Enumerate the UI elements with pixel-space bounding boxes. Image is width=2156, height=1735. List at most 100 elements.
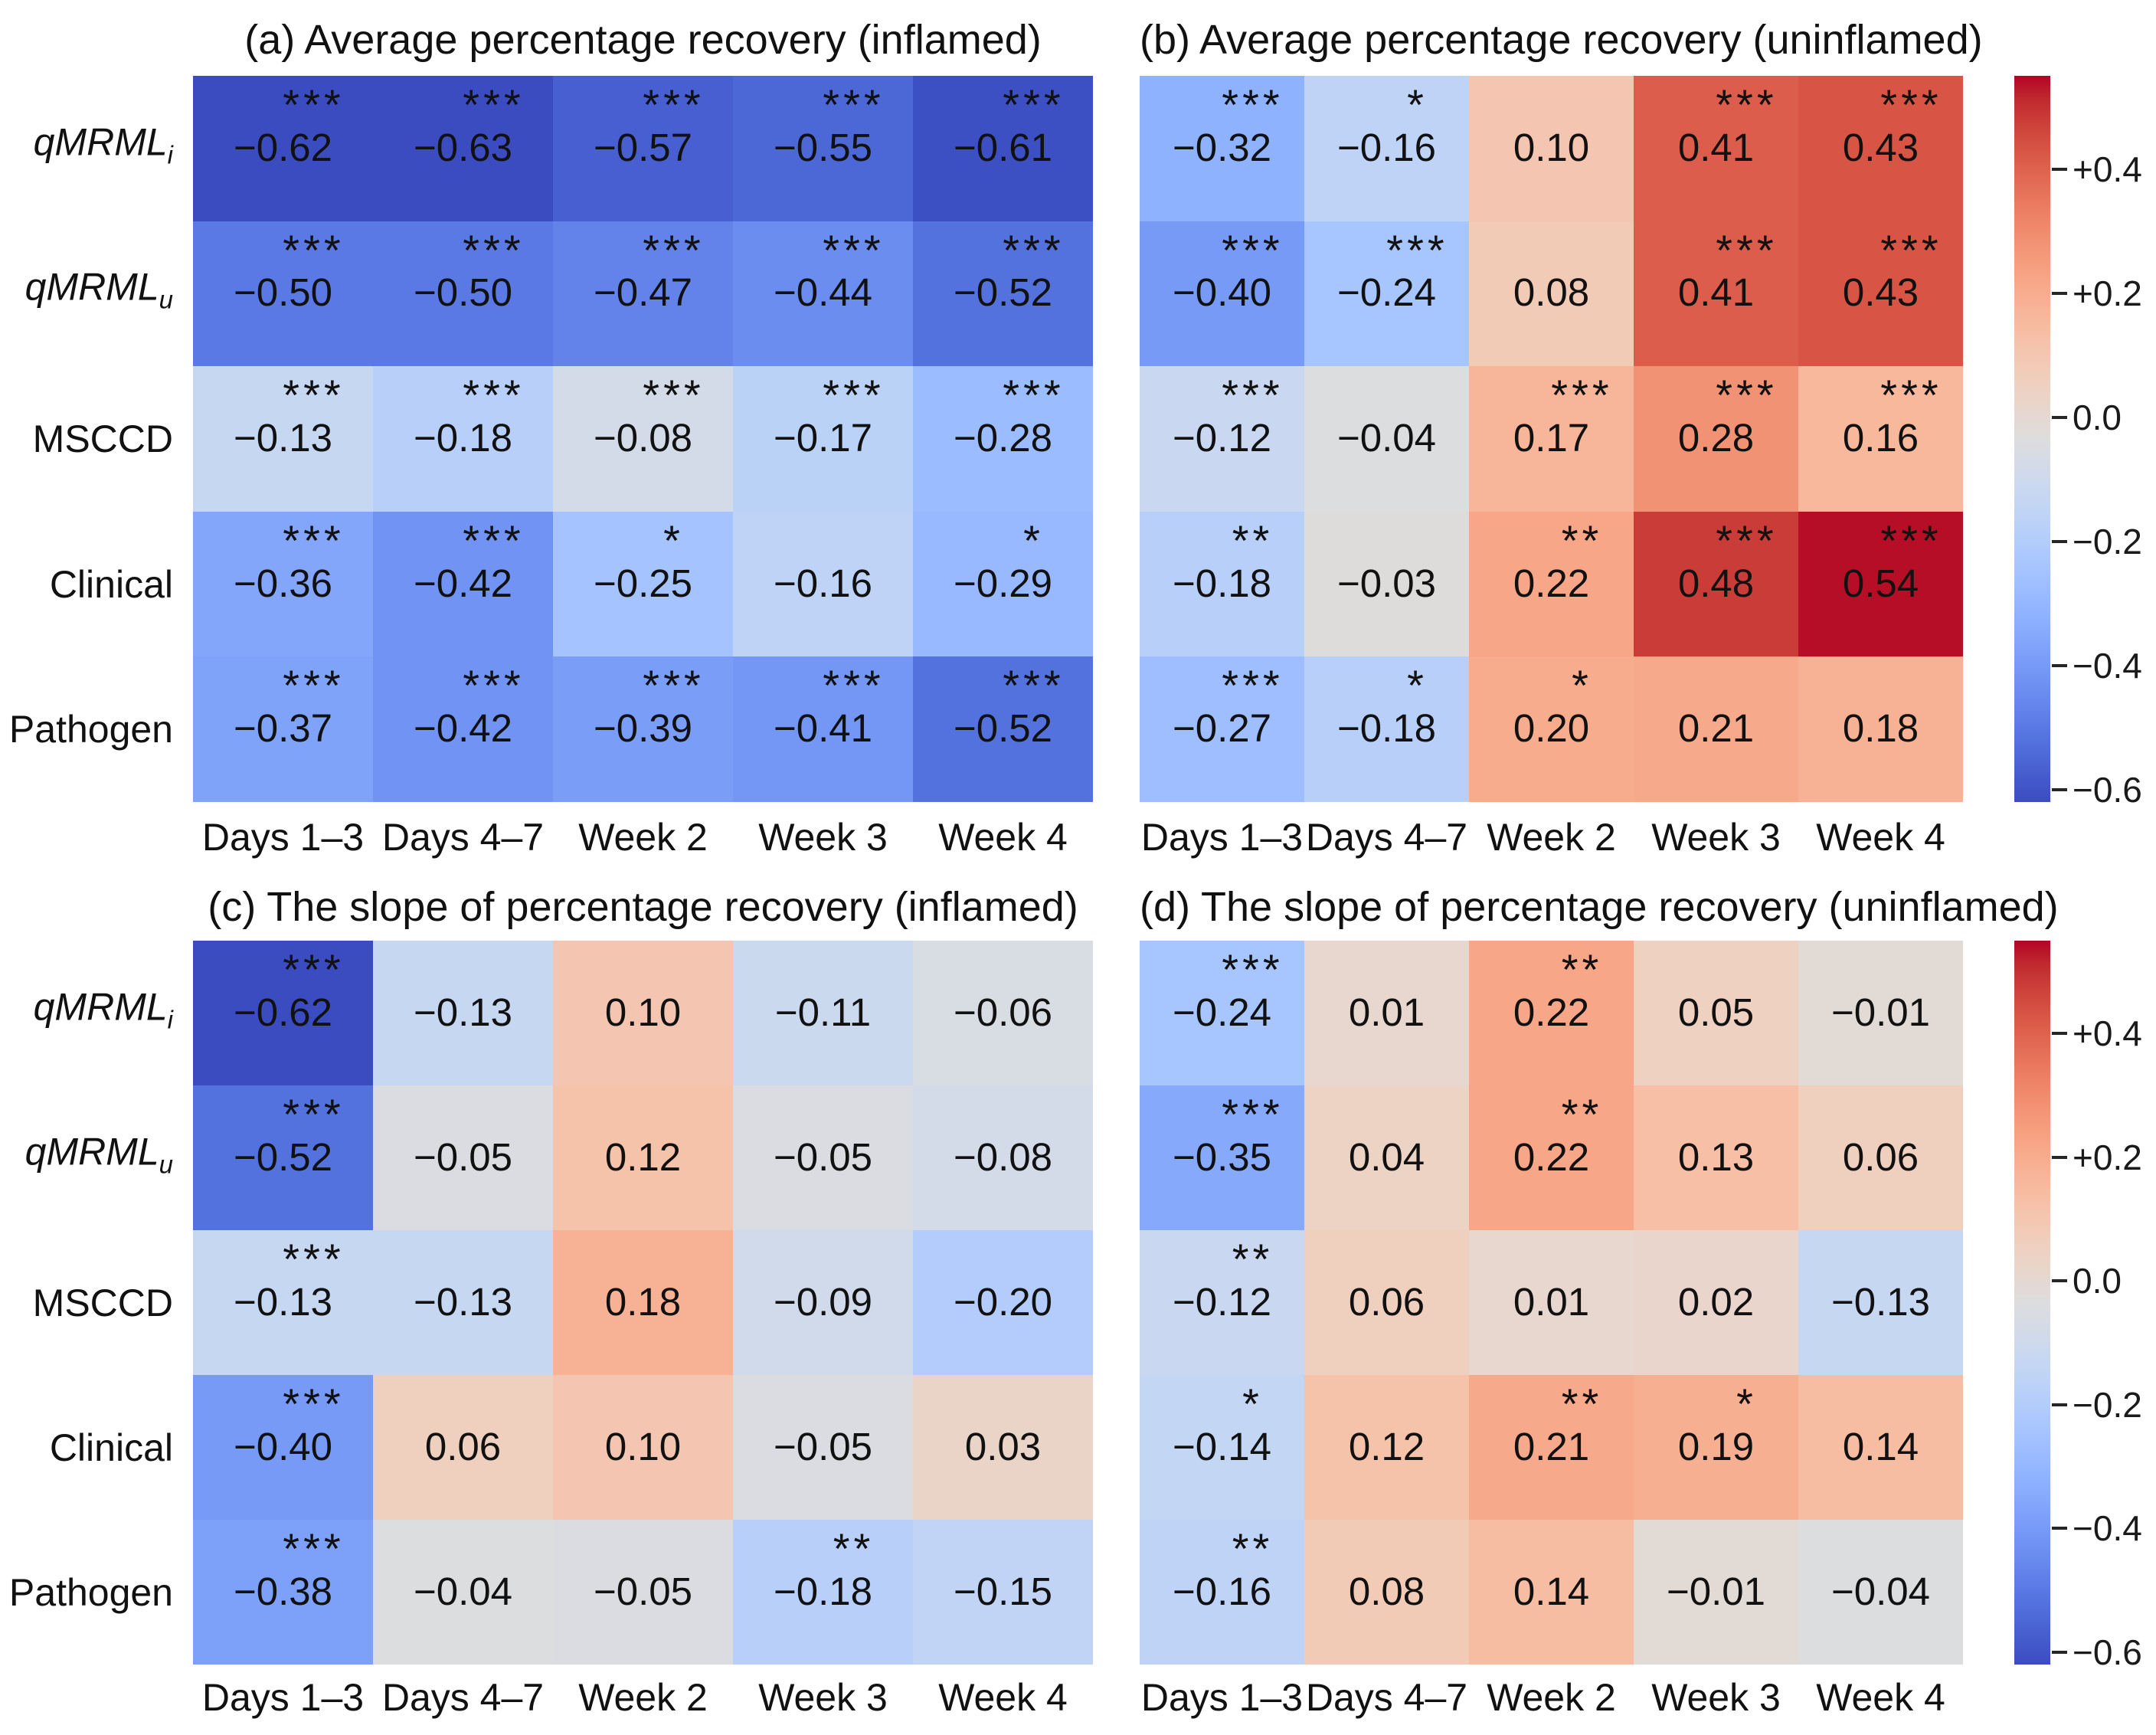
significance-stars: *	[1242, 1380, 1263, 1428]
heatmap-cell-d-r2-c0: ** −0.12	[1140, 1230, 1304, 1375]
cell-value: 0.08	[1513, 270, 1590, 315]
heatmap-cell-c-r1-c2: 0.12	[553, 1085, 733, 1230]
cell-value: −0.06	[953, 990, 1053, 1034]
colorbar-tick	[2052, 1650, 2067, 1654]
colorbar-tick-label: −0.6	[2073, 1632, 2142, 1672]
cell-value: 0.01	[1348, 990, 1425, 1034]
heatmap-cell-a-r0-c0: *** −0.62	[193, 76, 373, 221]
cell-value: −0.18	[1172, 561, 1272, 605]
cell-value: −0.05	[773, 1424, 873, 1468]
heatmap-cell-b-r1-c4: *** 0.43	[1798, 221, 1963, 367]
cell-value: 0.04	[1348, 1134, 1425, 1179]
significance-stars: ***	[1880, 516, 1942, 565]
colorbar-tick-label: −0.2	[2073, 521, 2142, 561]
colorbar-tick-label: +0.2	[2073, 1137, 2142, 1177]
heatmap-cell-d-r0-c3: 0.05	[1634, 941, 1798, 1085]
significance-stars: ***	[643, 80, 705, 129]
heatmap-cell-a-r1-c4: *** −0.52	[913, 221, 1093, 367]
cell-value: 0.18	[604, 1279, 682, 1324]
row-label-qmrmli: qMRMLi	[33, 120, 173, 169]
significance-stars: ***	[463, 371, 525, 420]
column-label: Week 4	[1816, 816, 1945, 859]
panel-b-title: (b) Average percentage recovery (uninfla…	[1140, 17, 1983, 63]
cell-value: −0.12	[1172, 1279, 1272, 1324]
column-label: Week 3	[758, 1676, 888, 1719]
row-label-qmrmlu: qMRMLu	[25, 265, 173, 314]
cell-value: −0.50	[413, 270, 513, 315]
heatmap-cell-b-r0-c0: *** −0.32	[1140, 76, 1304, 221]
row-label-qmrmli: qMRMLi	[33, 985, 173, 1033]
colorbar-tick	[2052, 1155, 2067, 1159]
cell-value: −0.01	[1830, 990, 1931, 1034]
heatmap-cell-d-r2-c2: 0.01	[1469, 1230, 1634, 1375]
cell-value: −0.40	[1172, 270, 1272, 315]
cell-value: −0.16	[773, 561, 873, 605]
cell-value: −0.13	[413, 1279, 513, 1324]
heatmap-cell-c-r1-c3: −0.05	[733, 1085, 913, 1230]
colorbar-tick-label: −0.4	[2073, 1508, 2142, 1549]
heatmap-cell-b-r4-c4: 0.18	[1798, 656, 1963, 802]
significance-stars: ***	[643, 661, 705, 710]
cell-value: 0.43	[1842, 125, 1919, 169]
heatmap-cell-b-r1-c1: *** −0.24	[1304, 221, 1469, 367]
significance-stars: **	[1561, 1380, 1603, 1428]
cell-value: −0.13	[1830, 1279, 1931, 1324]
heatmap-cell-a-r1-c0: *** −0.50	[193, 221, 373, 367]
heatmap-cell-d-r3-c4: 0.14	[1798, 1375, 1963, 1520]
heatmap-cell-c-r3-c0: *** −0.40	[193, 1375, 373, 1520]
heatmap-cell-d-r1-c4: 0.06	[1798, 1085, 1963, 1230]
colorbar-tick-label: 0.0	[2073, 397, 2122, 437]
cell-value: −0.32	[1172, 125, 1272, 169]
heatmap-cell-d-r2-c4: −0.13	[1798, 1230, 1963, 1375]
significance-stars: ***	[1222, 661, 1284, 710]
cell-value: −0.28	[953, 415, 1053, 460]
significance-stars: ***	[1716, 371, 1778, 420]
cell-value: −0.41	[773, 706, 873, 751]
panel-c-title: (c) The slope of percentage recovery (in…	[208, 884, 1078, 930]
cell-value: −0.13	[413, 990, 513, 1034]
heatmap-cell-d-r4-c2: 0.14	[1469, 1520, 1634, 1665]
heatmap-cell-a-r3-c4: * −0.29	[913, 511, 1093, 657]
cell-value: −0.52	[953, 270, 1053, 315]
heatmap-cell-c-r0-c3: −0.11	[733, 941, 913, 1085]
cell-value: 0.21	[1513, 1424, 1590, 1468]
heatmap-cell-c-r3-c4: 0.03	[913, 1375, 1093, 1520]
cell-value: −0.44	[773, 270, 873, 315]
heatmap-cell-d-r1-c1: 0.04	[1304, 1085, 1469, 1230]
significance-stars: *	[1572, 661, 1592, 710]
cell-value: −0.52	[953, 706, 1053, 751]
heatmap-cell-a-r2-c1: *** −0.18	[373, 366, 553, 512]
significance-stars: ***	[283, 80, 345, 129]
heatmap-cell-d-r3-c1: 0.12	[1304, 1375, 1469, 1520]
significance-stars: **	[1561, 1090, 1603, 1138]
column-label: Days 1–3	[201, 1676, 365, 1719]
column-label: Days 1–3	[1140, 1676, 1304, 1719]
cell-value: 0.01	[1513, 1279, 1590, 1324]
cell-value: −0.24	[1336, 270, 1437, 315]
significance-stars: ***	[823, 371, 885, 420]
cell-value: −0.50	[233, 270, 333, 315]
column-label: Week 4	[1816, 1676, 1945, 1719]
heatmap-cell-b-r3-c4: *** 0.54	[1798, 511, 1963, 657]
row-label-clinical: Clinical	[49, 562, 173, 606]
colorbar-tick	[2052, 1403, 2067, 1406]
heatmap-cell-b-r0-c3: *** 0.41	[1634, 76, 1798, 221]
significance-stars: ***	[283, 661, 345, 710]
cell-value: −0.29	[953, 561, 1053, 605]
heatmap-cell-c-r3-c3: −0.05	[733, 1375, 913, 1520]
cell-value: −0.13	[233, 415, 333, 460]
significance-stars: ***	[1003, 661, 1065, 710]
panel-d-heatmap: *** −0.24 0.01 ** 0.22 0.05 −0.01 *** −0.35 0.04 *…	[1140, 941, 1963, 1665]
heatmap-cell-d-r0-c1: 0.01	[1304, 941, 1469, 1085]
significance-stars: **	[1232, 516, 1274, 565]
heatmap-cell-c-r3-c1: 0.06	[373, 1375, 553, 1520]
cell-value: −0.18	[773, 1569, 873, 1613]
significance-stars: ***	[1222, 225, 1284, 274]
heatmap-cell-c-r4-c1: −0.04	[373, 1520, 553, 1665]
panel-c-heatmap: *** −0.62 −0.13 0.10 −0.11 −0.06 *** −0.52 −0.05…	[193, 941, 1093, 1665]
cell-value: 0.22	[1513, 990, 1590, 1034]
heatmap-cell-a-r2-c4: *** −0.28	[913, 366, 1093, 512]
heatmap-cell-a-r3-c3: −0.16	[733, 511, 913, 657]
cell-value: −0.05	[773, 1134, 873, 1179]
